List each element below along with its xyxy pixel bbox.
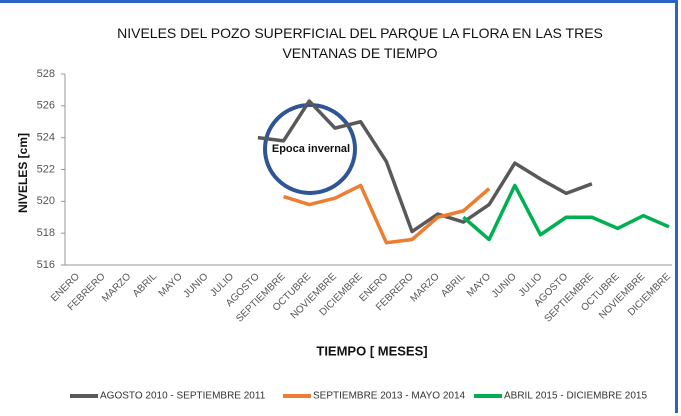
chart-title: NIVELES DEL POZO SUPERFICIAL DEL PARQUE … [117,25,603,61]
series-line [257,99,593,234]
y-tick-label: 520 [37,195,55,207]
y-tick-label: 516 [37,259,55,271]
legend-label: SEPTIEMBRE 2013 - MAYO 2014 [313,391,466,402]
x-axis-label: TIEMPO [ MESES] [316,343,427,358]
y-tick-label: 524 [37,132,55,144]
y-tick-label: 522 [37,163,55,175]
y-tick-label: 518 [37,227,55,239]
x-tick-label: MARZO [100,271,133,304]
y-tick-label: 526 [37,100,55,112]
annotation: Epoca invernal [272,143,350,155]
x-tick-label: MAYO [157,271,185,299]
annotation-circle [263,103,357,195]
y-tick-label: 528 [37,68,55,80]
x-tick-label: ABRIL [131,271,160,300]
chart: NIVELES [cm] TIEMPO [ MESES] Epoca inver… [16,68,673,402]
x-tick-label: MARZO [408,271,441,304]
series-line [462,183,670,242]
y-axis-label: NIVELES [cm] [16,133,30,213]
x-tick-label: JUNIO [490,271,519,300]
legend-label: ABRIL 2015 - DICIEMBRE 2015 [504,391,647,402]
series-line [283,183,491,245]
x-tick-label: MAYO [465,271,493,299]
legend-label: AGOSTO 2010 - SEPTIEMBRE 2011 [100,391,266,402]
x-tick-label: ABRIL [439,271,468,300]
x-tick-label: JUNIO [181,271,210,300]
